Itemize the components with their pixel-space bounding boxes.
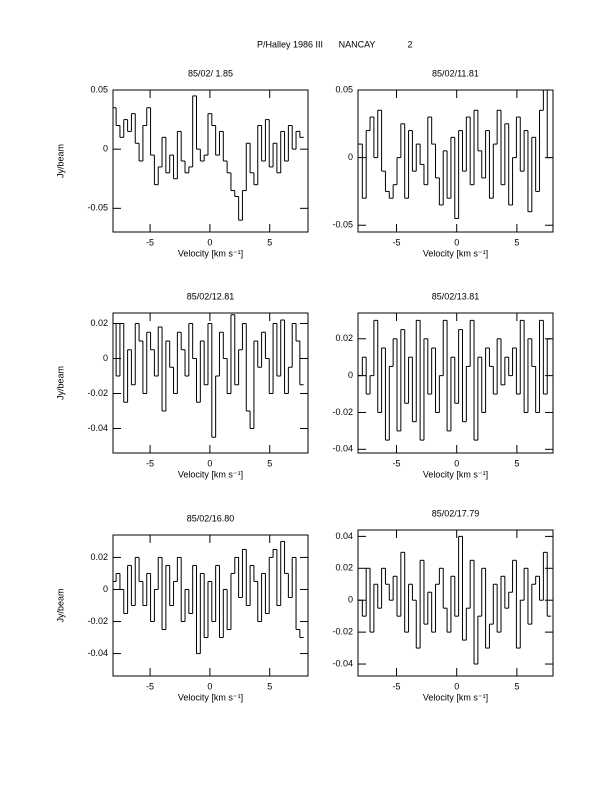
- y-axis-label: Jy/beam: [55, 366, 65, 400]
- x-tick-label: -5: [146, 458, 154, 468]
- y-tick-label: 0.02: [90, 552, 108, 562]
- x-tick-label: 0: [454, 237, 459, 247]
- y-tick-label: -0.02: [87, 616, 108, 626]
- y-tick-label: 0: [348, 370, 353, 380]
- step-connector: [115, 314, 301, 438]
- x-tick-label: 0: [207, 237, 212, 247]
- page-title: P/Halley 1986 III: [257, 39, 323, 49]
- y-tick-label: 0: [103, 353, 108, 363]
- x-axis-label: Velocity [km s⁻¹]: [178, 469, 243, 479]
- x-tick-label: -5: [146, 681, 154, 691]
- y-tick-label: -0.04: [332, 658, 353, 668]
- y-tick-label: 0.05: [335, 84, 353, 94]
- step-connector: [361, 536, 548, 665]
- page-number: 2: [407, 39, 412, 49]
- panel-title: 85/02/11.81: [432, 68, 479, 78]
- x-tick-label: 0: [454, 681, 459, 691]
- y-axis-label: Jy/beam: [55, 144, 65, 178]
- panel-title: 85/02/ 1.85: [188, 68, 233, 78]
- step-connector: [115, 541, 301, 654]
- y-tick-label: 0.04: [335, 531, 353, 541]
- y-tick-label: 0: [348, 595, 353, 605]
- y-tick-label: 0: [103, 144, 108, 154]
- y-tick-label: -0.04: [332, 444, 353, 454]
- x-tick-label: 5: [514, 237, 519, 247]
- plot-frame: [357, 312, 554, 454]
- y-tick-label: 0.02: [335, 333, 353, 343]
- x-axis-label: Velocity [km s⁻¹]: [423, 248, 488, 258]
- x-tick-label: -5: [393, 681, 401, 691]
- y-tick-label: -0.02: [332, 626, 353, 636]
- plot-frame: [112, 89, 309, 233]
- y-tick-label: 0.02: [335, 563, 353, 573]
- x-tick-label: 5: [267, 458, 272, 468]
- x-tick-label: 0: [454, 458, 459, 468]
- x-tick-label: 5: [514, 681, 519, 691]
- y-tick-label: -0.04: [87, 423, 108, 433]
- x-axis-label: Velocity [km s⁻¹]: [423, 692, 488, 702]
- y-tick-label: -0.05: [87, 203, 108, 213]
- x-axis-label: Velocity [km s⁻¹]: [178, 248, 243, 258]
- panel-title: 85/02/17.79: [432, 508, 480, 518]
- y-tick-label: 0: [103, 584, 108, 594]
- x-tick-label: -5: [146, 237, 154, 247]
- panel-title: 85/02/13.81: [432, 291, 480, 301]
- x-tick-label: 0: [207, 681, 212, 691]
- observatory: NANCAY: [339, 39, 376, 49]
- plot-frame: [112, 312, 309, 454]
- step-connector: [115, 95, 301, 221]
- y-tick-label: -0.04: [87, 648, 108, 658]
- panel-title: 85/02/12.81: [187, 291, 235, 301]
- plot-frame: [112, 534, 309, 677]
- x-tick-label: -5: [393, 458, 401, 468]
- x-tick-label: 5: [267, 237, 272, 247]
- plot-frame: [357, 529, 554, 677]
- step-connector: [361, 320, 548, 441]
- x-axis-label: Velocity [km s⁻¹]: [423, 469, 488, 479]
- y-tick-label: 0.05: [90, 84, 108, 94]
- x-tick-label: 5: [267, 681, 272, 691]
- x-axis-label: Velocity [km s⁻¹]: [178, 692, 243, 702]
- y-tick-label: 0.02: [90, 318, 108, 328]
- step-connector: [361, 90, 548, 219]
- x-tick-label: -5: [393, 237, 401, 247]
- y-tick-label: -0.02: [332, 407, 353, 417]
- y-tick-label: -0.05: [332, 220, 353, 230]
- plot-frame: [357, 89, 554, 233]
- y-tick-label: -0.02: [87, 388, 108, 398]
- y-tick-label: 0: [348, 152, 353, 162]
- x-tick-label: 5: [514, 458, 519, 468]
- x-tick-label: 0: [207, 458, 212, 468]
- y-axis-label: Jy/beam: [55, 588, 65, 622]
- panel-title: 85/02/16.80: [187, 513, 235, 523]
